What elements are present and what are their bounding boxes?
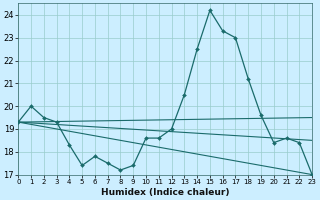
X-axis label: Humidex (Indice chaleur): Humidex (Indice chaleur) bbox=[101, 188, 229, 197]
